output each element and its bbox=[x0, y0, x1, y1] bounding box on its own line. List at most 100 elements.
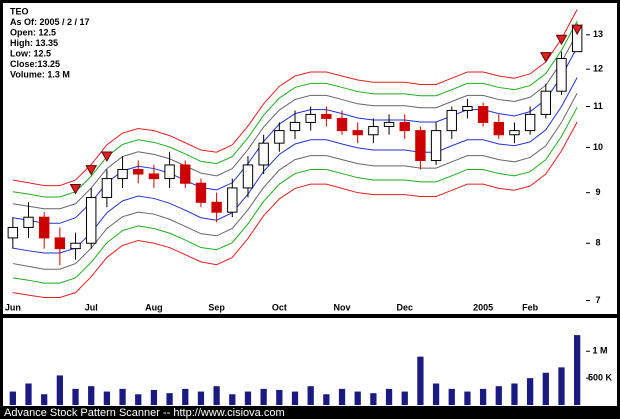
candle-body bbox=[23, 216, 34, 228]
candle-body bbox=[336, 117, 348, 132]
candle-body bbox=[399, 121, 410, 132]
y-tick-label: 500 K bbox=[588, 373, 613, 383]
info-line: Open: 12.5 bbox=[10, 27, 56, 37]
y-tick-label: 11 bbox=[593, 101, 603, 111]
x-tick-label: Sep bbox=[208, 302, 225, 312]
volume-bar bbox=[197, 391, 205, 405]
candle-body bbox=[211, 201, 222, 213]
y-tick-label: 13 bbox=[593, 29, 603, 39]
candle-body bbox=[383, 121, 395, 127]
volume-bar bbox=[276, 389, 283, 405]
volume-bar bbox=[401, 391, 408, 405]
signal-marker bbox=[539, 52, 552, 63]
footer: Advance Stock Pattern Scanner -- http://… bbox=[4, 407, 285, 419]
signal-marker bbox=[571, 24, 584, 36]
band-line bbox=[12, 121, 578, 299]
signal-marker bbox=[85, 165, 98, 176]
candle-body bbox=[493, 121, 504, 136]
candle-body bbox=[509, 130, 520, 136]
volume-bar bbox=[244, 391, 252, 405]
volume-bar bbox=[574, 335, 581, 405]
candle-body bbox=[321, 113, 332, 119]
candle-body bbox=[148, 173, 160, 180]
band-line bbox=[12, 77, 578, 254]
volume-bar bbox=[370, 393, 377, 405]
volume-bar bbox=[25, 383, 32, 405]
x-tick-label: Jul bbox=[85, 302, 98, 312]
volume-bar bbox=[182, 388, 189, 405]
candle-body bbox=[86, 196, 97, 244]
x-tick-label: Jun bbox=[5, 302, 21, 312]
candle-body bbox=[242, 164, 254, 189]
y-tick-label: 12 bbox=[593, 64, 603, 74]
volume-bar bbox=[495, 386, 502, 405]
band-line bbox=[12, 9, 578, 187]
candle-body bbox=[477, 106, 489, 123]
volume-bar bbox=[527, 378, 534, 405]
candle-body bbox=[368, 125, 379, 136]
candle-body bbox=[180, 164, 191, 184]
volume-bar bbox=[103, 391, 111, 405]
volume-bar bbox=[307, 386, 314, 405]
candle-body bbox=[133, 168, 144, 175]
info-line: Low: 12.5 bbox=[10, 48, 51, 58]
volume-bar bbox=[448, 388, 455, 405]
volume-bar bbox=[338, 388, 346, 405]
volume-bar bbox=[323, 394, 330, 405]
x-tick-label: Feb bbox=[522, 302, 539, 312]
info-line: Volume: 1.3 M bbox=[10, 69, 70, 79]
candle-body bbox=[274, 130, 285, 144]
candle-body bbox=[430, 130, 442, 162]
candle-body bbox=[524, 113, 536, 132]
x-tick-label: 2005 bbox=[473, 302, 493, 312]
volume-bar bbox=[291, 391, 299, 405]
volume-bar bbox=[56, 375, 63, 405]
volume-bar bbox=[511, 383, 518, 405]
y-tick-label: 7 bbox=[595, 295, 600, 305]
volume-bar bbox=[41, 394, 48, 405]
volume-bar bbox=[150, 389, 158, 405]
volume-bar bbox=[542, 372, 549, 405]
candle-body bbox=[117, 168, 128, 180]
volume-bar bbox=[213, 386, 220, 405]
signal-marker bbox=[101, 151, 113, 162]
candle-body bbox=[289, 121, 301, 132]
volume-bar bbox=[135, 394, 142, 405]
candle-body bbox=[54, 237, 66, 250]
candle-body bbox=[38, 216, 50, 239]
volume-bar bbox=[9, 391, 16, 405]
y-tick-label: 1 M bbox=[592, 346, 607, 356]
volume-bar bbox=[558, 367, 565, 405]
candle-body bbox=[305, 113, 316, 123]
volume-bar bbox=[432, 383, 440, 405]
y-tick-label: 8 bbox=[595, 238, 600, 248]
x-tick-label: Nov bbox=[334, 302, 351, 312]
y-tick-label: 10 bbox=[593, 142, 603, 152]
candle-body bbox=[446, 109, 457, 132]
candle-body bbox=[415, 130, 426, 162]
volume-bar bbox=[229, 394, 236, 405]
candle-body bbox=[258, 142, 269, 166]
volume-bar bbox=[354, 391, 361, 405]
candle-body bbox=[195, 182, 207, 203]
y-tick-label: 9 bbox=[595, 187, 600, 197]
info-line: As Of: 2005 / 2 / 17 bbox=[10, 17, 90, 27]
volume-bar bbox=[119, 388, 126, 405]
candle-body bbox=[7, 226, 19, 239]
candle-body bbox=[164, 164, 175, 180]
volume-bar bbox=[479, 388, 487, 405]
info-line: TEO bbox=[10, 6, 29, 16]
candle-body bbox=[540, 90, 552, 115]
band-line bbox=[12, 92, 578, 270]
volume-bar bbox=[166, 393, 173, 405]
volume-bar bbox=[417, 356, 424, 405]
band-line bbox=[12, 32, 578, 210]
band-line bbox=[12, 107, 578, 284]
x-tick-label: Aug bbox=[145, 302, 163, 312]
candle-body bbox=[352, 130, 363, 136]
volume-bar bbox=[88, 386, 95, 405]
info-line: High: 13.35 bbox=[10, 38, 58, 48]
candle-body bbox=[462, 106, 473, 111]
